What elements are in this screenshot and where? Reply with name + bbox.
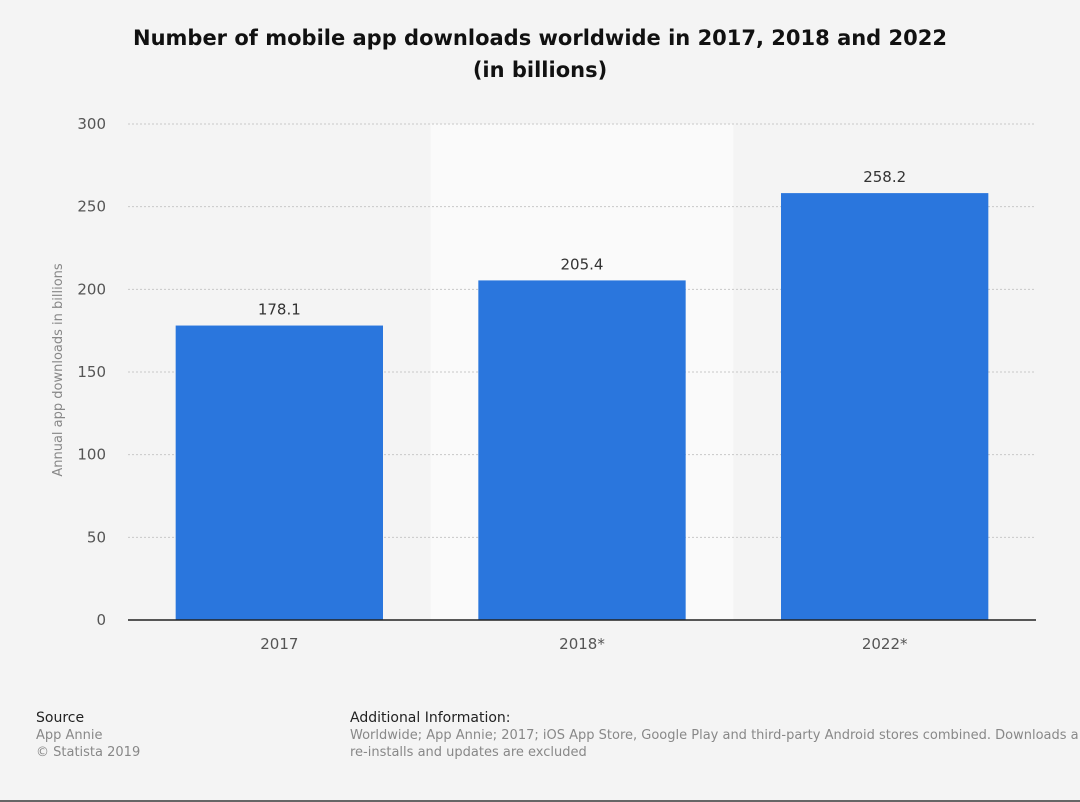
additional-info-block: Additional Information: Worldwide; App A… [350, 710, 1080, 761]
y-tick-label: 100 [77, 446, 106, 464]
y-tick-label: 0 [96, 611, 106, 629]
data-label: 178.1 [258, 301, 301, 319]
x-tick-label: 2018* [559, 635, 605, 653]
bar-2017 [175, 325, 383, 620]
y-tick-label: 300 [77, 115, 106, 133]
info-text-line2: re-installs and updates are excluded [350, 745, 587, 760]
source-heading: Source [36, 710, 85, 726]
info-heading: Additional Information: [350, 710, 511, 726]
source-text: App Annie [36, 728, 103, 743]
copyright-text: © Statista 2019 [36, 745, 141, 760]
y-axis-label: Annual app downloads in billions [51, 263, 66, 477]
data-label: 205.4 [561, 255, 604, 273]
bar-chart: 0 50 100 150 200 250 300 178.1 2017 205.4 2018* 258… [51, 115, 1036, 653]
chart-title: Number of mobile app downloads worldwide… [0, 22, 1080, 86]
data-label: 258.2 [863, 168, 906, 186]
y-tick-label: 150 [77, 363, 106, 381]
y-tick-label: 50 [87, 528, 106, 546]
bar-2022* [781, 193, 989, 621]
info-text-line1: Worldwide; App Annie; 2017; iOS App Stor… [350, 728, 1079, 743]
subtitle-text: (in billions) [472, 58, 608, 82]
x-tick-label: 2017 [260, 635, 298, 653]
source-block: Source App Annie © Statista 2019 [36, 710, 140, 761]
y-tick-label: 200 [77, 280, 106, 298]
y-tick-label: 250 [77, 198, 106, 216]
bar-2018* [478, 280, 686, 620]
title-text: Number of mobile app downloads worldwide… [133, 26, 947, 50]
x-tick-label: 2022* [862, 635, 908, 653]
